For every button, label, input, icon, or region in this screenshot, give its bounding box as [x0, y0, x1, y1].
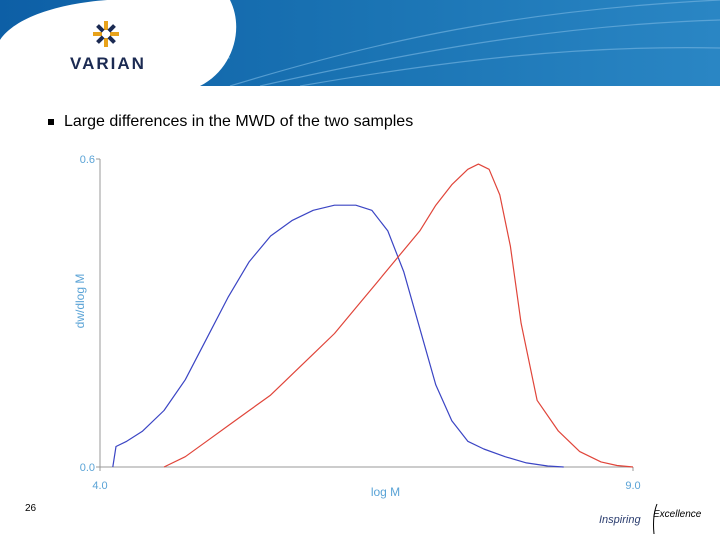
varian-star-icon [93, 21, 119, 47]
header-banner: VARIAN [0, 0, 720, 86]
y-tick-label-max: 0.6 [80, 154, 95, 166]
y-tick-label-min: 0.0 [80, 462, 95, 474]
series-line-1 [112, 204, 564, 468]
x-tick-label-min: 4.0 [92, 480, 107, 492]
inspiring-excellence-logo: Inspiring Excellence [597, 500, 715, 536]
varian-logo-text: VARIAN [70, 54, 146, 73]
y-axis-label: dw/dlog M [73, 274, 87, 329]
slide-bullet: Large differences in the MWD of the two … [48, 113, 413, 131]
bullet-square-icon [48, 119, 54, 125]
bullet-text: Large differences in the MWD of the two … [64, 113, 414, 130]
series-layer [112, 163, 634, 468]
logo-white-panel [0, 0, 237, 86]
logo-excellence-text: Excellence [653, 509, 702, 520]
page-number: 26 [25, 503, 37, 514]
axis-ticks [96, 158, 634, 471]
series-line-2 [163, 163, 634, 468]
x-axis-label: log M [371, 485, 400, 499]
logo-inspiring-text: Inspiring [599, 514, 641, 526]
x-tick-label-max: 9.0 [625, 480, 640, 492]
logo-slash-icon [652, 503, 658, 535]
